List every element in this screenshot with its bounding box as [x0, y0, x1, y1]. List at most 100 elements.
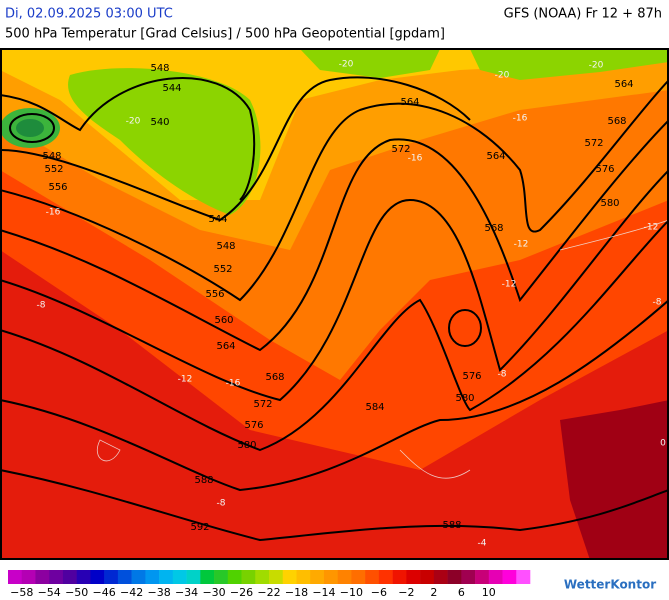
geopotential-label: 592: [190, 522, 209, 533]
map-frame: [0, 48, 669, 560]
colorbar-swatch: [433, 570, 448, 584]
colorbar-label: −46: [93, 586, 116, 599]
geopotential-label: 572: [391, 144, 410, 155]
geopotential-label: 552: [213, 264, 232, 275]
temperature-label: -12: [644, 223, 659, 233]
temperature-label: -8: [37, 301, 46, 311]
colorbar-label: −22: [257, 586, 280, 599]
temperature-label: 0: [660, 439, 666, 449]
colorbar-label: −18: [285, 586, 308, 599]
colorbar-swatch: [186, 570, 201, 584]
colorbar-swatch: [323, 570, 338, 584]
colorbar-label: −30: [202, 586, 225, 599]
geopotential-label: 564: [216, 341, 235, 352]
geopotential-label: 548: [150, 63, 169, 74]
colorbar-label: −26: [230, 586, 253, 599]
geopotential-label: 580: [237, 440, 256, 451]
colorbar-swatch: [131, 570, 146, 584]
geopotential-label: 564: [400, 97, 419, 108]
colorbar-swatch: [475, 570, 490, 584]
colorbar-swatch: [516, 570, 531, 584]
colorbar-label: −58: [10, 586, 33, 599]
geopotential-label: 544: [162, 83, 181, 94]
colorbar-swatch: [104, 570, 119, 584]
colorbar-swatch: [365, 570, 380, 584]
geopotential-label: 540: [150, 117, 169, 128]
colorbar-label: −54: [38, 586, 61, 599]
temperature-label: -8: [498, 370, 507, 380]
colorbar-swatch: [337, 570, 352, 584]
geopotential-label: 564: [614, 79, 633, 90]
colorbar-swatch: [282, 570, 297, 584]
colorbar-swatch: [159, 570, 174, 584]
temperature-label: -20: [339, 60, 354, 70]
subtitle: 500 hPa Temperatur [Grad Celsius] / 500 …: [5, 27, 445, 42]
geopotential-label: 556: [48, 182, 67, 193]
colorbar-swatch: [461, 570, 476, 584]
colorbar-swatch: [35, 570, 50, 584]
geopotential-label: 548: [216, 241, 235, 252]
colorbar-swatch: [420, 570, 435, 584]
temperature-label: -12: [502, 280, 517, 290]
temperature-label: -20: [495, 71, 510, 81]
colorbar-swatch: [76, 570, 91, 584]
geopotential-label: 588: [194, 475, 213, 486]
logo: WetterKontor: [564, 578, 656, 592]
colorbar-label: −38: [147, 586, 170, 599]
colorbar-label: −34: [175, 586, 198, 599]
map: [1, 49, 668, 559]
colorbar-swatch: [255, 570, 270, 584]
geopotential-label: 568: [607, 116, 626, 127]
colorbar-swatch: [310, 570, 325, 584]
colorbar-swatch: [447, 570, 462, 584]
colorbar-swatch: [488, 570, 503, 584]
geopotential-label: 580: [600, 198, 619, 209]
geopotential-label: 568: [484, 223, 503, 234]
geopotential-label: 548: [42, 151, 61, 162]
colorbar-swatch: [200, 570, 215, 584]
colorbar-swatch: [378, 570, 393, 584]
temperature-label: -8: [653, 298, 662, 308]
datetime: Di, 02.09.2025 03:00 UTC: [5, 7, 173, 22]
geopotential-label: 584: [365, 402, 384, 413]
geopotential-label: 576: [244, 420, 263, 431]
colorbar-label: 10: [482, 586, 496, 599]
temperature-label: -12: [514, 240, 529, 250]
colorbar-swatch: [241, 570, 256, 584]
colorbar-label: 2: [430, 586, 437, 599]
colorbar-swatch: [49, 570, 64, 584]
model-info: GFS (NOAA) Fr 12 + 87h: [504, 7, 662, 22]
geopotential-label: 544: [208, 214, 227, 225]
temperature-label: -16: [408, 154, 423, 164]
temperature-label: -20: [126, 117, 141, 127]
colorbar-swatch: [296, 570, 311, 584]
colorbar-swatch: [227, 570, 242, 584]
geopotential-label: 564: [486, 151, 505, 162]
temperature-label: -8: [217, 499, 226, 509]
geopotential-label: 572: [253, 399, 272, 410]
colorbar-swatch: [117, 570, 132, 584]
geopotential-label: 556: [205, 289, 224, 300]
temperature-label: -4: [478, 539, 487, 549]
colorbar-label: −6: [371, 586, 387, 599]
colorbar-swatch: [145, 570, 160, 584]
colorbar-swatch: [406, 570, 421, 584]
temperature-label: -12: [178, 375, 193, 385]
colorbar-swatch: [269, 570, 284, 584]
colorbar-swatch: [214, 570, 229, 584]
colorbar-label: −42: [120, 586, 143, 599]
temperature-label: -20: [589, 61, 604, 71]
temperature-label: -16: [46, 208, 61, 218]
geopotential-label: 576: [462, 371, 481, 382]
colorbar-label: −50: [65, 586, 88, 599]
temperature-label: -16: [513, 114, 528, 124]
geopotential-label: 580: [455, 393, 474, 404]
geopotential-label: 568: [265, 372, 284, 383]
colorbar-label: 6: [458, 586, 465, 599]
colorbar-swatch: [392, 570, 407, 584]
colorbar-swatch: [502, 570, 517, 584]
colorbar-label: −2: [398, 586, 414, 599]
geopotential-label: 588: [442, 520, 461, 531]
